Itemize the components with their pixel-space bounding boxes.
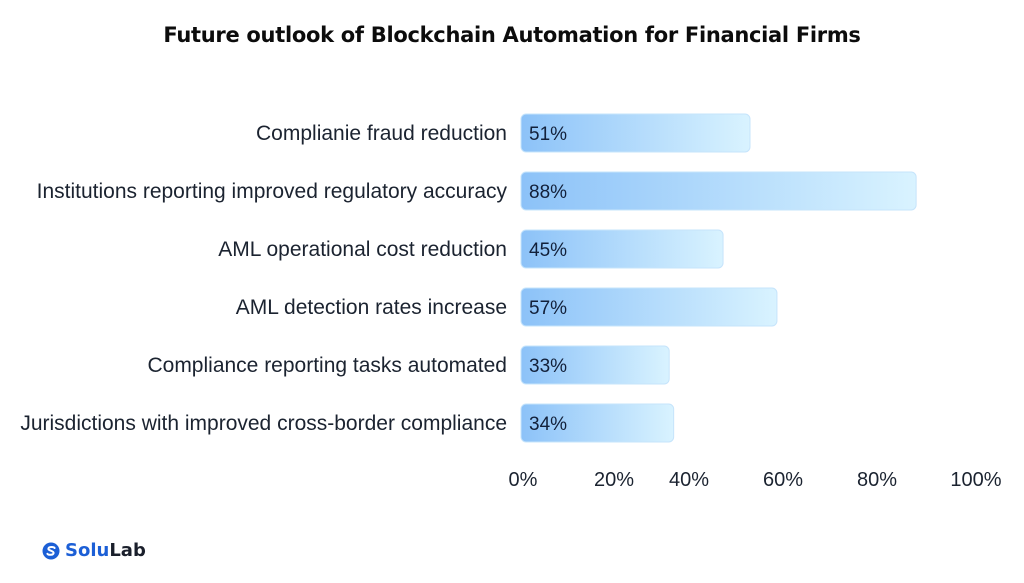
category-label: AML operational cost reduction	[218, 238, 507, 261]
x-axis-ticks: 0% 20% 40% 60% 80% 100%	[509, 469, 1002, 491]
bar	[520, 229, 724, 269]
bar	[520, 171, 917, 211]
solulab-logo-icon	[42, 542, 60, 559]
bar	[520, 345, 670, 385]
chart-title: Future outlook of Blockchain Automation …	[163, 23, 861, 47]
x-tick-label: 80%	[857, 469, 897, 491]
x-tick-label: 60%	[763, 469, 803, 491]
brand-name-part1: Solu	[65, 540, 110, 561]
bars-layer: 51% 88% 45% 57% 33% 34%	[520, 113, 917, 443]
x-tick-label: 40%	[669, 469, 709, 491]
brand-name: SoluLab	[65, 540, 146, 561]
category-label: Complianie fraud reduction	[256, 122, 507, 145]
bar	[520, 403, 675, 443]
solulab-logo: SoluLab	[42, 540, 146, 561]
category-label: Compliance reporting tasks automated	[147, 354, 507, 377]
category-labels: Complianie fraud reduction Institutions r…	[20, 122, 507, 435]
bar	[520, 113, 751, 153]
bar-value-label: 33%	[529, 356, 567, 377]
brand-name-part2: Lab	[109, 540, 146, 561]
x-tick-label: 0%	[509, 469, 538, 491]
bar-value-label: 45%	[529, 240, 567, 261]
bar-value-label: 34%	[529, 414, 567, 435]
x-tick-label: 100%	[950, 469, 1001, 491]
category-label: Institutions reporting improved regulato…	[37, 180, 508, 203]
category-label: Jurisdictions with improved cross-border…	[20, 412, 507, 435]
bar-value-label: 88%	[529, 182, 567, 203]
bar	[520, 287, 778, 327]
bar-value-label: 51%	[529, 124, 567, 145]
x-tick-label: 20%	[594, 469, 634, 491]
bar-value-label: 57%	[529, 298, 567, 319]
category-label: AML detection rates increase	[236, 296, 507, 319]
